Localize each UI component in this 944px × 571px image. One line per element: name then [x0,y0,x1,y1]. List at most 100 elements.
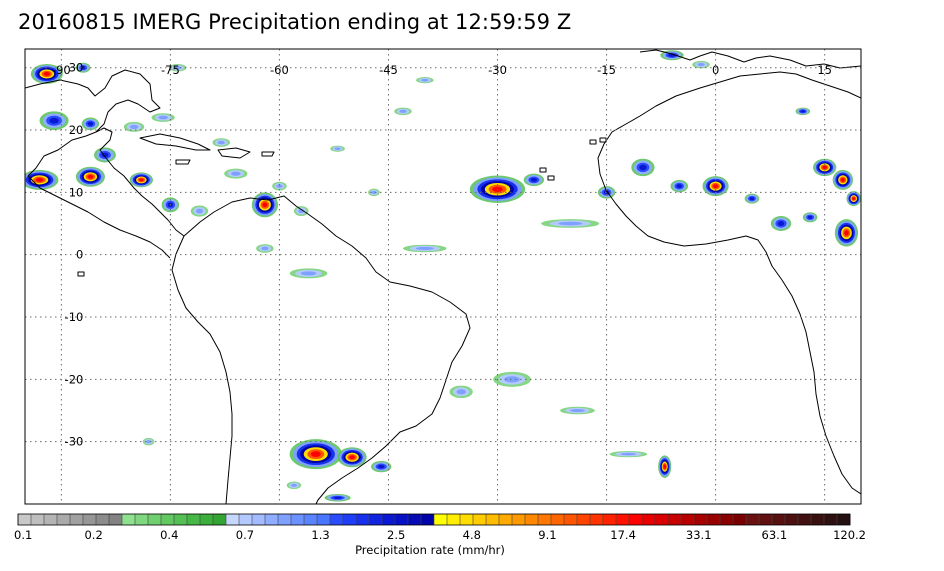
precip-cell [493,371,531,387]
island-jamaica [175,159,191,165]
colorbar-swatch [811,514,825,525]
colorbar-swatch [213,514,227,525]
precip-cell [403,244,447,253]
coastline-europe [639,49,861,69]
precip-cell [94,147,116,163]
graticule [25,49,861,504]
precip-cell [744,193,760,204]
colorbar-swatch [707,514,721,525]
colorbar-swatch [785,514,799,525]
colorbar-swatch [538,514,552,525]
precip-cell [25,169,59,190]
colorbar-swatch [577,514,591,525]
precip-cell [560,406,595,415]
precip-cell [212,138,231,147]
latitude-label: -30 [65,435,84,449]
colorbar-swatch [590,514,604,525]
colorbar-tick-label: 4.8 [463,528,481,542]
colorbar-swatch [148,514,162,525]
colorbar-tick-label: 63.1 [762,528,788,542]
colorbar-swatch [57,514,71,525]
colorbar-swatch [265,514,279,525]
colorbar-swatch [629,514,643,525]
coastline-south-america [183,195,471,504]
precip-cell [30,63,63,84]
precip-cell [289,439,342,470]
latitude-label: 30 [69,61,84,75]
latitude-label: 20 [69,123,84,137]
colorbar-tick-label: 0.4 [160,528,178,542]
precip-cell [449,385,473,399]
latitude-label: 0 [76,248,83,262]
colorbar: 0.1 0.2 0.4 0.7 1.3 2.5 4.8 9.1 17.4 33.1 63.1 120.… [14,513,866,542]
precip-cell [670,179,688,193]
colorbar-swatch [252,514,266,525]
coastlines-layer [25,49,861,504]
precip-cell [330,145,345,152]
coastline-south-america-pacific [171,235,233,504]
island-galapagos [77,271,85,277]
colorbar-swatch [603,514,617,525]
precip-cell [224,168,248,179]
colorbar-swatch [655,514,669,525]
colorbar-swatch [239,514,253,525]
colorbar-swatch [421,514,435,525]
colorbar-swatch [109,514,123,525]
colorbar-swatch [278,514,292,525]
longitude-label: -60 [270,63,289,77]
colorbar-swatch [551,514,565,525]
precip-cell [324,494,351,502]
colorbar-tick-label: 2.5 [387,528,405,542]
longitude-label: -45 [379,63,398,77]
map-background [25,49,861,504]
precip-cell [416,77,434,84]
colorbar-tick-label: 120.2 [833,528,866,542]
colorbar-swatch [668,514,682,525]
colorbar-swatch [96,514,110,525]
colorbar-swatch [83,514,97,525]
island-cape-verde [539,167,555,181]
colorbar-swatch [122,514,136,525]
island-canaries [589,137,607,145]
precip-cell [39,111,69,131]
precip-cell [368,188,380,197]
longitude-label: 0 [712,63,719,77]
colorbar-swatch [525,514,539,525]
colorbar-tick-label: 1.3 [311,528,329,542]
precip-cell [123,121,145,132]
colorbar-swatch [564,514,578,525]
precip-cell [631,158,655,177]
colorbar-swatch [642,514,656,525]
latitude-label: 10 [69,185,84,199]
precip-cell [337,447,367,468]
colorbar-swatch [356,514,370,525]
colorbar-swatch [44,514,58,525]
colorbar-swatch [369,514,383,525]
precip-cell [795,107,811,116]
precip-cell [168,63,187,72]
precip-cell [190,205,209,217]
precip-cell [692,60,710,69]
precip-cell [770,216,792,232]
colorbar-swatch [434,514,448,525]
colorbar-swatch [135,514,149,525]
precip-cell [658,455,672,478]
colorbar-swatch [733,514,747,525]
longitude-label: 15 [817,63,832,77]
coastline-north-america [25,69,161,177]
precip-cell [394,107,412,116]
colorbar-swatch [512,514,526,525]
colorbar-swatch [460,514,474,525]
precip-cell [541,219,600,228]
island-hispaniola [217,147,251,159]
precip-cell [75,62,91,73]
colorbar-swatch [382,514,396,525]
colorbar-swatch [317,514,331,525]
colorbar-swatch [798,514,812,525]
colorbar-swatch [187,514,201,525]
precip-cell [702,176,729,197]
graticule-labels: -90 -75 -60 -45 -30 -15 0 15 30 20 10 0 -10 -20 -30 [52,61,832,449]
colorbar-swatch [759,514,773,525]
precip-cell [81,117,100,131]
coastline-yucatan [95,127,185,237]
